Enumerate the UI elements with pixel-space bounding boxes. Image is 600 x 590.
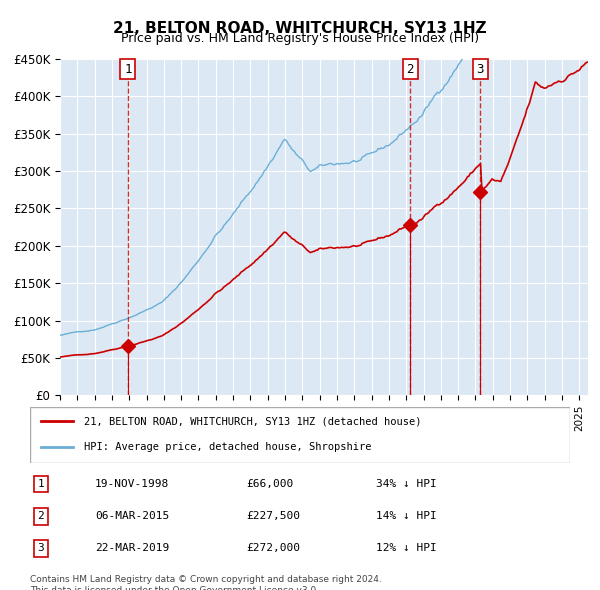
Text: 3: 3 — [37, 543, 44, 553]
Text: £272,000: £272,000 — [246, 543, 300, 553]
Text: £227,500: £227,500 — [246, 512, 300, 521]
Text: Contains HM Land Registry data © Crown copyright and database right 2024.
This d: Contains HM Land Registry data © Crown c… — [30, 575, 382, 590]
Text: HPI: Average price, detached house, Shropshire: HPI: Average price, detached house, Shro… — [84, 442, 371, 453]
Text: 2: 2 — [37, 512, 44, 521]
Text: £66,000: £66,000 — [246, 479, 293, 489]
Text: 1: 1 — [124, 63, 132, 76]
Text: 21, BELTON ROAD, WHITCHURCH, SY13 1HZ: 21, BELTON ROAD, WHITCHURCH, SY13 1HZ — [113, 21, 487, 35]
Text: 22-MAR-2019: 22-MAR-2019 — [95, 543, 169, 553]
Text: 19-NOV-1998: 19-NOV-1998 — [95, 479, 169, 489]
Text: 14% ↓ HPI: 14% ↓ HPI — [376, 512, 436, 521]
Text: Price paid vs. HM Land Registry's House Price Index (HPI): Price paid vs. HM Land Registry's House … — [121, 32, 479, 45]
Text: 3: 3 — [476, 63, 484, 76]
Text: 1: 1 — [37, 479, 44, 489]
Text: 2: 2 — [406, 63, 414, 76]
Text: 34% ↓ HPI: 34% ↓ HPI — [376, 479, 436, 489]
Text: 06-MAR-2015: 06-MAR-2015 — [95, 512, 169, 521]
Text: 21, BELTON ROAD, WHITCHURCH, SY13 1HZ (detached house): 21, BELTON ROAD, WHITCHURCH, SY13 1HZ (d… — [84, 416, 421, 426]
Text: 12% ↓ HPI: 12% ↓ HPI — [376, 543, 436, 553]
FancyBboxPatch shape — [30, 407, 570, 463]
